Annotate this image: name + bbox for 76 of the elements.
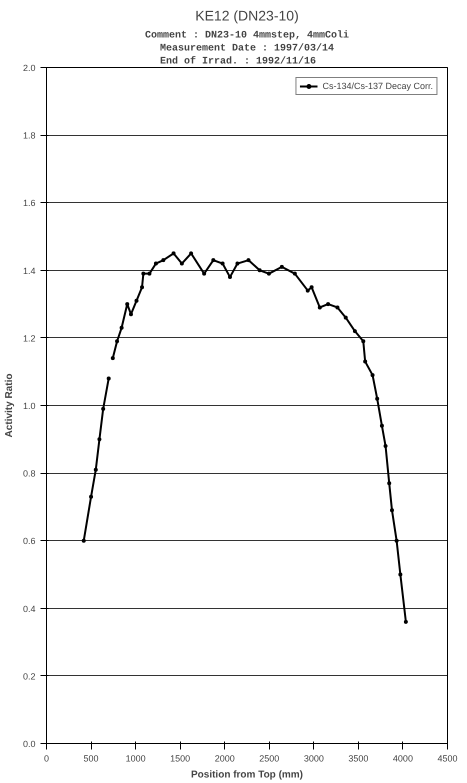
point: [235, 262, 240, 266]
x-tick-label: 1500: [170, 754, 190, 764]
point: [134, 298, 138, 303]
point: [380, 424, 384, 428]
point: [246, 258, 251, 262]
point: [94, 468, 98, 472]
point: [280, 264, 284, 269]
y-tick-label: 0.6: [22, 536, 36, 546]
point: [228, 275, 232, 280]
point: [89, 494, 94, 499]
point: [306, 288, 310, 293]
point: [106, 376, 111, 380]
x-tick-label: 3500: [348, 754, 368, 764]
point: [361, 339, 366, 344]
point: [189, 251, 194, 256]
point: [211, 258, 216, 262]
point: [258, 268, 262, 272]
point: [375, 396, 380, 401]
point: [161, 258, 166, 262]
point: [344, 316, 348, 320]
x-tick-label: 2500: [259, 754, 280, 764]
point: [141, 272, 146, 276]
x-tick-label: 4000: [392, 754, 413, 764]
x-tick-label: 500: [84, 754, 99, 764]
point: [140, 285, 144, 290]
y-tick-label: 1.4: [22, 266, 36, 276]
point: [172, 251, 176, 256]
point: [310, 285, 314, 290]
point: [82, 538, 86, 543]
point: [266, 272, 271, 276]
x-tick-label: 0: [44, 754, 50, 764]
y-tick-label: 1.8: [22, 130, 36, 141]
point: [398, 572, 402, 576]
y-tick-label: 0.4: [22, 604, 36, 614]
point: [128, 312, 133, 316]
x-tick-label: 2000: [214, 754, 235, 764]
x-tick-label: 1000: [126, 754, 146, 764]
y-tick-label: 1.0: [22, 401, 36, 411]
point: [154, 262, 158, 266]
point: [335, 305, 340, 310]
point: [202, 272, 206, 276]
text: Comment : DN23-10 4mmstep, 4mmColi: [144, 30, 350, 42]
point: [101, 406, 106, 411]
point: [180, 262, 184, 266]
point: [115, 339, 120, 344]
point: [110, 356, 115, 360]
point: [384, 444, 388, 448]
point: [125, 302, 130, 306]
point: [387, 481, 392, 486]
y-tick-label: 0.8: [22, 468, 36, 479]
point: [390, 508, 394, 512]
chart-title: KE12 (DN23-10): [195, 8, 299, 24]
y-tick-label: 2.0: [22, 63, 36, 73]
point: [220, 262, 225, 266]
point: [147, 272, 152, 276]
y-axis-title: Activity Ratio: [4, 374, 15, 438]
point: [97, 437, 102, 442]
text: End of Irrad. : 1992/11/16: [160, 56, 316, 68]
point: [363, 360, 368, 364]
x-tick-label: 3000: [304, 754, 324, 764]
y-tick-label: 1.2: [22, 333, 36, 344]
x-tick-label: 4500: [437, 754, 458, 764]
legend-label: Cs-134/Cs-137 Decay Corr.: [322, 81, 433, 91]
y-tick-label: 0.0: [22, 739, 36, 749]
point: [120, 326, 124, 330]
y-tick-label: 0.2: [22, 671, 36, 682]
point: [394, 538, 399, 543]
point: [292, 272, 297, 276]
y-tick-label: 1.6: [22, 198, 36, 208]
x-axis-title: Position from Top (mm): [190, 770, 304, 780]
point: [318, 305, 322, 310]
point: [404, 620, 408, 624]
point: [326, 302, 330, 306]
text: Measurement Date : 1997/03/14: [160, 42, 334, 54]
point: [352, 329, 357, 334]
point: [370, 373, 375, 378]
